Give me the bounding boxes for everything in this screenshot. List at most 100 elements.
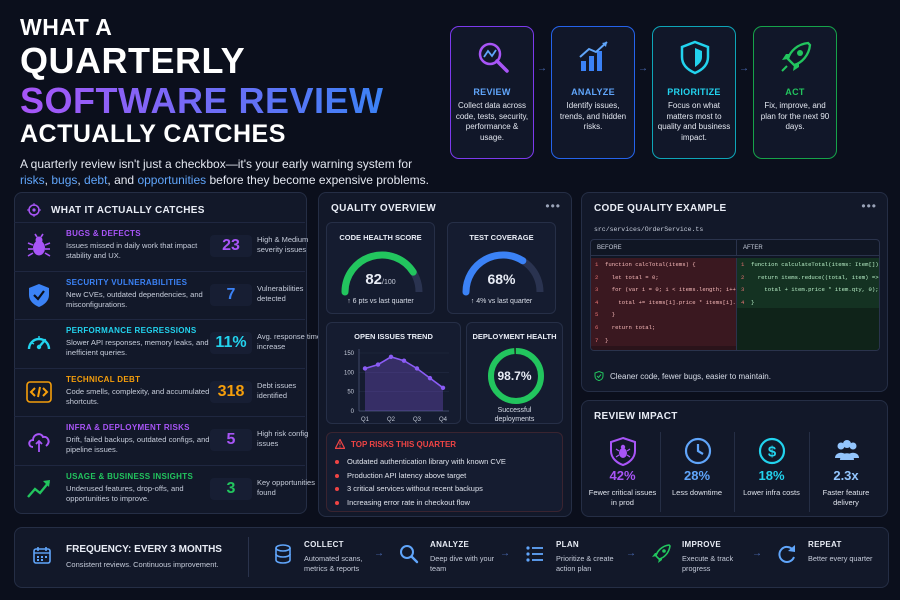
catch-name: PERFORMANCE REGRESSIONS [66, 326, 197, 335]
diff-view: BEFORE AFTER 1 function calcTotal(items) … [590, 239, 880, 351]
before-label: BEFORE [591, 240, 736, 256]
impact-value: 18% [758, 468, 785, 483]
risk-text: 3 critical services without recent backu… [347, 484, 483, 493]
catch-row: SECURITY VULNERABILITIES New CVEs, outdat… [14, 270, 305, 319]
catch-row: USAGE & BUSINESS INSIGHTS Underused featu… [14, 464, 315, 513]
arrow-icon: → [638, 63, 648, 74]
impact-item: 28% Less downtime [659, 428, 732, 512]
code-text: let total = 0; [605, 273, 659, 281]
line-number: 3 [595, 286, 599, 294]
health-gauge [341, 251, 423, 296]
arrow-icon: → [739, 63, 749, 74]
cycle-step-desc: Better every quarter [808, 554, 873, 563]
gauge-icon [26, 330, 52, 356]
code-line: 7} [591, 333, 736, 347]
data-point [427, 375, 433, 381]
step-prioritize: PRIORITIZE Focus on what matters most to… [652, 26, 736, 159]
step-desc: Focus on what matters most to quality an… [657, 101, 731, 142]
code-line: 4 total += items[i].price * items[i].qty… [591, 295, 736, 309]
code-text: function calcTotal(items) { [605, 261, 696, 268]
impact-label: Faster feature delivery [822, 488, 870, 507]
intro-text: A quarterly review isn't just a checkbox… [20, 157, 429, 187]
line-number: 3 [741, 286, 745, 294]
risk-item: Increasing error rate in checkout flow [335, 498, 470, 507]
card-title: TEST COVERAGE [469, 233, 534, 242]
data-point [401, 358, 407, 363]
catch-name: BUGS & DEFECTS [66, 229, 141, 238]
risk-item: Outdated authentication library with kno… [335, 457, 506, 466]
refresh-icon [776, 543, 798, 565]
bullet-icon [335, 500, 339, 505]
quality-title: QUALITY OVERVIEW [331, 203, 436, 214]
catch-desc: Underused features, drop-offs, and oppor… [66, 483, 184, 503]
warning-icon [335, 439, 345, 449]
line-number: 1 [741, 261, 745, 268]
impact-item: 42% Fewer critical issues in prod [588, 428, 657, 508]
catch-count: 23 [210, 235, 252, 257]
risk-text: Production API latency above target [347, 470, 467, 480]
after-label: AFTER [736, 240, 879, 256]
title-line-3: SOFTWARE REVIEW [20, 80, 384, 121]
data-point [414, 366, 420, 371]
catch-name: USAGE & BUSINESS INSIGHTS [66, 471, 194, 481]
arrow-icon: → [752, 548, 762, 559]
catch-count: 3 [210, 477, 252, 500]
catch-desc: Code smells, complexity, and accumulated… [66, 386, 210, 406]
frequency-desc: Consistent reviews. Continuous improveme… [66, 560, 219, 569]
catch-desc: New CVEs, outdated dependencies, and mis… [66, 289, 203, 309]
risk-item: Production API latency above target [335, 471, 466, 480]
footer-bar [14, 527, 889, 588]
catch-count-label: Vulnerabilities detected [257, 283, 304, 303]
divider [248, 537, 249, 577]
more-menu-icon[interactable]: ••• [861, 199, 877, 213]
catch-count-label: Avg. response time increase [257, 332, 322, 351]
line-number: 1 [595, 261, 599, 268]
catch-count: 11% [210, 332, 252, 354]
step-desc: Collect data across code, tests, securit… [455, 101, 529, 142]
search-icon [398, 543, 420, 565]
coverage-gauge [462, 251, 544, 296]
data-point [375, 362, 381, 367]
catch-desc: Slower API responses, memory leaks, and … [66, 338, 209, 357]
coverage-value: 68% [487, 271, 516, 287]
magnifier-chart-icon [478, 42, 509, 73]
issues-trend-card: OPEN ISSUES TREND 0 50 100 150 Q1 Q2 Q3 Q4 [326, 322, 461, 424]
code-line: 1 function calcTotal(items) { [591, 258, 736, 271]
more-menu-icon[interactable]: ••• [545, 199, 561, 213]
risk-text: Outdated authentication library with kno… [347, 457, 506, 466]
code-health-card: CODE HEALTH SCORE 82/100 ↑ 6 pts vs last… [326, 222, 435, 314]
cycle-step-desc: Prioritize & create action plan [556, 554, 614, 573]
cycle-step-title: REPEAT [808, 540, 842, 549]
step-desc: Fix, improve, and plan for the next 90 d… [760, 101, 830, 131]
catch-row: INFRA & DEPLOYMENT RISKS Drift, failed ba… [14, 416, 308, 464]
health-delta: ↑ 6 pts vs last quarter [347, 298, 414, 305]
shield-icon [680, 40, 710, 75]
file-path: src/services/OrderService.ts [594, 226, 704, 233]
series-area [365, 356, 443, 411]
cycle-step-title: IMPROVE [682, 540, 721, 549]
catch-row: PERFORMANCE REGRESSIONS Slower API respon… [14, 319, 321, 367]
step-label: ACT [785, 87, 805, 97]
dollar-icon: $ [757, 436, 787, 466]
divider [659, 432, 661, 512]
title-line-2: QUARTERLY [20, 40, 246, 81]
line-number: 5 [595, 311, 599, 319]
y-tick-label: 150 [344, 351, 355, 357]
step-label: REVIEW [473, 87, 511, 97]
cycle-step-desc: Automated scans, metrics & reports [304, 554, 363, 573]
code-line: 3 total + item.price * item.qty, 0); [737, 283, 879, 296]
catch-row: TECHNICAL DEBT Code smells, complexity, a… [14, 367, 305, 416]
catch-name: INFRA & DEPLOYMENT RISKS [66, 423, 190, 432]
cycle-step-desc: Execute & track progress [682, 554, 734, 573]
catch-count: 5 [210, 429, 252, 451]
code-text: function calculateTotal(items: Item[]): … [751, 261, 880, 268]
line-number: 2 [595, 273, 599, 281]
step-analyze: ANALYZE Identify issues, trends, and hid… [551, 26, 635, 159]
after-code: 1 function calculateTotal(items: Item[]):… [736, 258, 880, 350]
bug-icon [26, 233, 52, 259]
cycle-step-title: PLAN [556, 540, 579, 549]
bullet-icon [335, 460, 339, 465]
coverage-arc [462, 251, 527, 296]
arrow-icon: → [374, 548, 384, 559]
